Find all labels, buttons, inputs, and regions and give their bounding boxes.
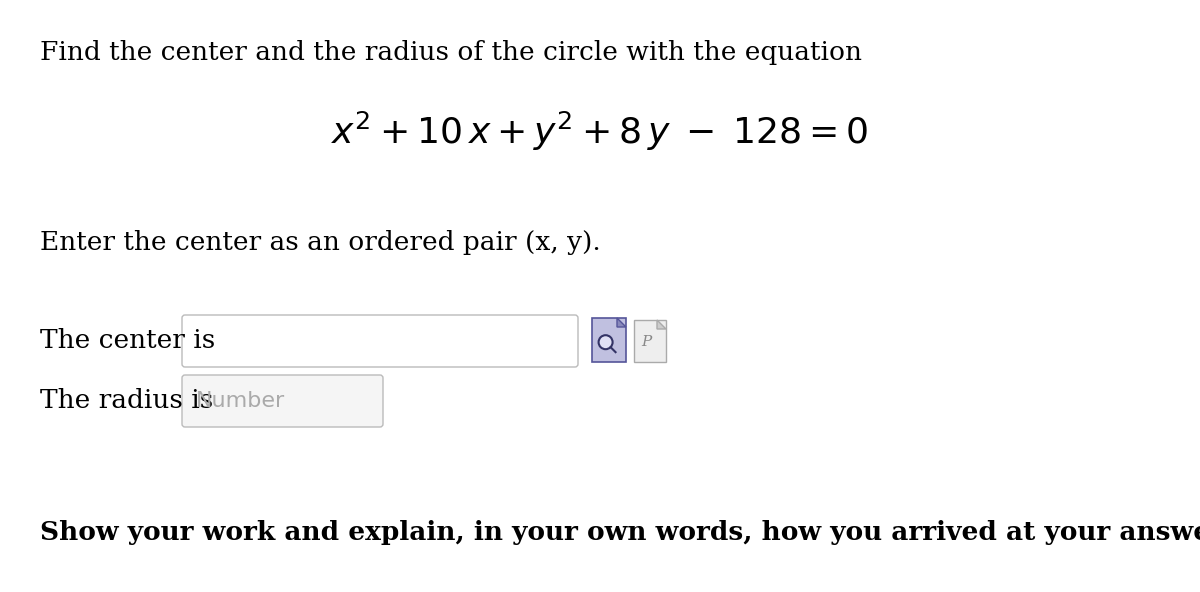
Text: P: P: [641, 335, 652, 349]
Polygon shape: [658, 320, 666, 329]
Text: The radius is: The radius is: [40, 388, 214, 413]
FancyBboxPatch shape: [634, 320, 666, 362]
Polygon shape: [617, 318, 626, 327]
Text: Enter the center as an ordered pair (x, y).: Enter the center as an ordered pair (x, …: [40, 230, 601, 255]
FancyBboxPatch shape: [182, 375, 383, 427]
Text: Number: Number: [196, 391, 286, 411]
Circle shape: [599, 335, 613, 349]
Text: The center is: The center is: [40, 327, 215, 352]
Text: Show your work and explain, in your own words, how you arrived at your answers.: Show your work and explain, in your own …: [40, 520, 1200, 545]
Text: Find the center and the radius of the circle with the equation: Find the center and the radius of the ci…: [40, 40, 862, 65]
FancyBboxPatch shape: [182, 315, 578, 367]
FancyBboxPatch shape: [592, 318, 626, 362]
Text: $x^2 + 10\,x + y^2 + 8\,y \;-\; 128 = 0$: $x^2 + 10\,x + y^2 + 8\,y \;-\; 128 = 0$: [331, 110, 869, 153]
